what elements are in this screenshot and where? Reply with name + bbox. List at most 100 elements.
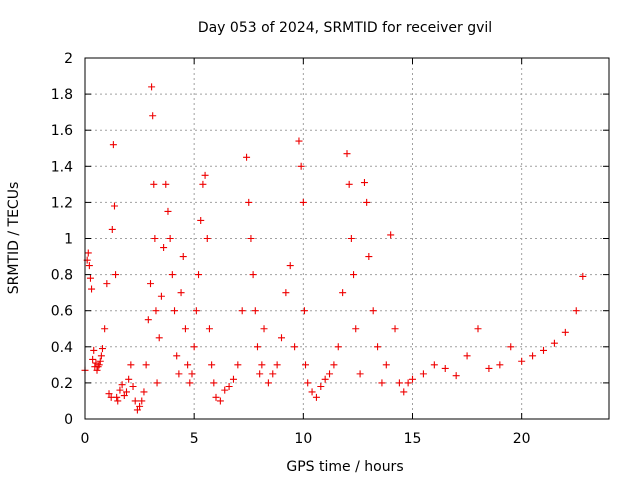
data-point <box>118 381 126 389</box>
data-points <box>81 83 587 414</box>
data-point <box>212 393 220 401</box>
ticks: 00.20.40.60.811.21.41.61.820 5 10 15 20 <box>51 51 609 447</box>
data-point <box>441 364 449 372</box>
x-tick-label: 20 <box>513 431 531 447</box>
data-point <box>86 274 94 282</box>
data-point <box>404 379 412 387</box>
data-point <box>302 361 310 369</box>
data-point <box>147 280 154 288</box>
data-point <box>579 272 587 280</box>
data-point <box>122 388 130 396</box>
y-tick-label: 0.2 <box>51 376 73 392</box>
y-tick-label: 1.6 <box>51 123 73 139</box>
data-point <box>108 225 116 233</box>
y-tick-label: 0 <box>64 412 73 428</box>
data-point <box>317 383 325 391</box>
data-point <box>85 262 93 270</box>
y-axis-label: SRMTID / TECUs <box>6 182 22 295</box>
y-tick-label: 0.8 <box>51 268 73 284</box>
data-point <box>97 352 105 360</box>
data-point <box>221 386 229 394</box>
y-tick-label: 0.6 <box>51 304 73 320</box>
data-point <box>201 171 209 179</box>
data-point <box>142 361 150 369</box>
data-point <box>157 292 165 300</box>
data-point <box>110 202 118 210</box>
data-point <box>485 364 493 372</box>
data-point <box>148 83 156 91</box>
data-point <box>133 406 141 414</box>
data-point <box>199 180 207 188</box>
data-point <box>258 361 266 369</box>
data-point <box>96 357 104 365</box>
data-point <box>184 361 192 369</box>
x-axis-label: GPS time / hours <box>286 459 403 475</box>
data-point <box>93 366 101 374</box>
data-point <box>120 392 128 400</box>
data-point <box>251 307 259 315</box>
data-point <box>98 345 106 353</box>
data-point <box>125 375 133 383</box>
data-point <box>312 393 320 401</box>
data-point <box>295 137 303 145</box>
data-point <box>171 307 179 315</box>
data-point <box>352 325 360 333</box>
data-point <box>181 325 189 333</box>
x-tick-label: 0 <box>81 431 90 447</box>
data-point <box>164 207 172 215</box>
data-point <box>304 379 312 387</box>
data-point <box>365 253 373 261</box>
data-point <box>264 379 272 387</box>
data-point <box>229 375 237 383</box>
data-point <box>334 343 342 351</box>
data-point <box>330 361 338 369</box>
data-point <box>463 352 471 360</box>
data-point <box>507 343 515 351</box>
data-point <box>210 379 218 387</box>
data-point <box>297 162 305 170</box>
data-point <box>496 361 504 369</box>
data-point <box>95 361 103 369</box>
data-point <box>550 339 558 347</box>
data-point <box>153 379 161 387</box>
data-point <box>84 249 92 257</box>
data-point <box>243 153 251 161</box>
data-point <box>112 271 120 279</box>
data-point <box>136 402 144 410</box>
data-point <box>395 379 403 387</box>
data-point <box>234 361 242 369</box>
data-point <box>345 180 353 188</box>
data-point <box>363 198 371 206</box>
data-point <box>166 235 174 242</box>
data-point <box>561 328 569 336</box>
data-point <box>177 289 185 297</box>
data-point <box>88 285 96 293</box>
data-point <box>419 370 427 378</box>
data-point <box>160 244 168 252</box>
data-point <box>127 361 135 369</box>
chart-title: Day 053 of 2024, SRMTID for receiver gvi… <box>198 20 492 36</box>
data-point <box>474 325 482 333</box>
data-point <box>278 334 285 342</box>
x-tick-label: 10 <box>294 431 312 447</box>
data-point <box>374 343 382 351</box>
y-tick-label: 0.4 <box>51 340 73 356</box>
data-point <box>321 375 329 383</box>
data-point <box>150 180 158 188</box>
data-point <box>205 325 213 333</box>
data-point <box>197 216 205 224</box>
data-point <box>350 271 358 279</box>
data-point <box>273 361 281 369</box>
data-point <box>282 289 290 297</box>
data-point <box>382 361 390 369</box>
y-tick-label: 1 <box>64 232 73 248</box>
data-point <box>387 231 395 239</box>
data-point <box>409 375 416 383</box>
data-point <box>247 235 255 242</box>
data-point <box>149 112 157 120</box>
data-point <box>369 307 377 315</box>
data-point <box>326 370 334 378</box>
data-point <box>114 397 122 405</box>
data-point <box>572 307 580 315</box>
data-point <box>343 150 351 158</box>
